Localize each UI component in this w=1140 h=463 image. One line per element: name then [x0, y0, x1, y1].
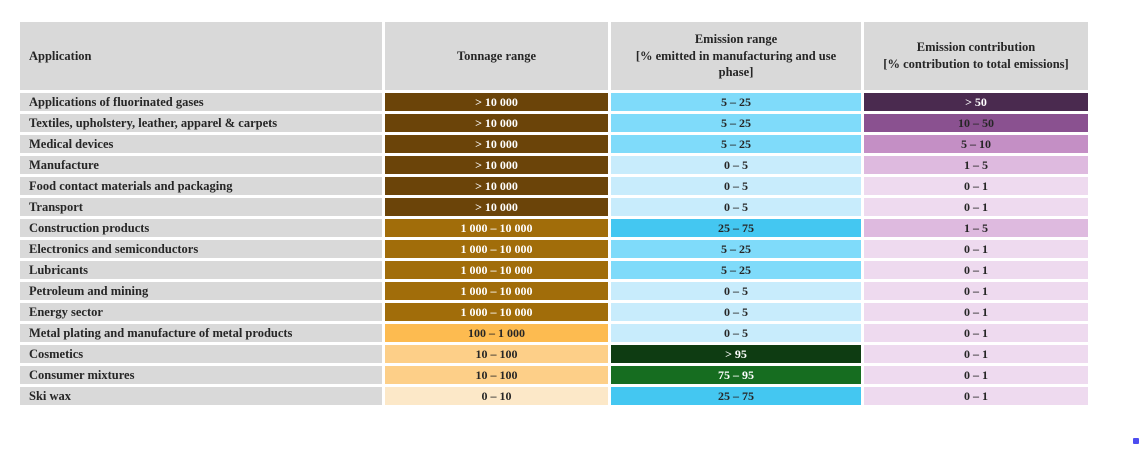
application-cell: Ski wax	[20, 387, 382, 405]
tonnage-cell: 100 – 1 000	[385, 324, 608, 342]
emission-cell: 25 – 75	[611, 387, 861, 405]
emissions-table: Application Tonnage range Emission range…	[17, 19, 1091, 408]
tonnage-cell: 0 – 10	[385, 387, 608, 405]
table-row: Medical devices > 10 000 5 – 25 5 – 10	[20, 135, 1088, 153]
application-cell: Metal plating and manufacture of metal p…	[20, 324, 382, 342]
contribution-cell: 0 – 1	[864, 198, 1088, 216]
emission-cell: 5 – 25	[611, 93, 861, 111]
table-body: Applications of fluorinated gases > 10 00…	[20, 93, 1088, 405]
contribution-cell: 0 – 1	[864, 387, 1088, 405]
table-row: Ski wax 0 – 10 25 – 75 0 – 1	[20, 387, 1088, 405]
application-cell: Transport	[20, 198, 382, 216]
application-cell: Food contact materials and packaging	[20, 177, 382, 195]
table-row: Cosmetics 10 – 100 > 95 0 – 1	[20, 345, 1088, 363]
table-wrapper: Application Tonnage range Emission range…	[17, 19, 1091, 408]
contribution-cell: 0 – 1	[864, 345, 1088, 363]
application-cell: Consumer mixtures	[20, 366, 382, 384]
tonnage-cell: > 10 000	[385, 156, 608, 174]
application-cell: Construction products	[20, 219, 382, 237]
tonnage-cell: 1 000 – 10 000	[385, 303, 608, 321]
emission-cell: 5 – 25	[611, 114, 861, 132]
emission-cell: 5 – 25	[611, 240, 861, 258]
emission-cell: 0 – 5	[611, 324, 861, 342]
application-cell: Medical devices	[20, 135, 382, 153]
table-row: Lubricants 1 000 – 10 000 5 – 25 0 – 1	[20, 261, 1088, 279]
column-header-application: Application	[20, 22, 382, 90]
contribution-cell: 0 – 1	[864, 303, 1088, 321]
emission-cell: > 95	[611, 345, 861, 363]
column-header-emission-contribution: Emission contribution [% contribution to…	[864, 22, 1088, 90]
tonnage-cell: > 10 000	[385, 177, 608, 195]
contribution-cell: 5 – 10	[864, 135, 1088, 153]
contribution-cell: 0 – 1	[864, 282, 1088, 300]
application-cell: Textiles, upholstery, leather, apparel &…	[20, 114, 382, 132]
application-cell: Applications of fluorinated gases	[20, 93, 382, 111]
header-row: Application Tonnage range Emission range…	[20, 22, 1088, 90]
application-cell: Manufacture	[20, 156, 382, 174]
emission-cell: 5 – 25	[611, 261, 861, 279]
application-cell: Energy sector	[20, 303, 382, 321]
contribution-cell: 0 – 1	[864, 366, 1088, 384]
emission-cell: 0 – 5	[611, 282, 861, 300]
contribution-cell: 10 – 50	[864, 114, 1088, 132]
tonnage-cell: > 10 000	[385, 198, 608, 216]
tonnage-cell: 10 – 100	[385, 345, 608, 363]
table-row: Metal plating and manufacture of metal p…	[20, 324, 1088, 342]
application-cell: Petroleum and mining	[20, 282, 382, 300]
emission-cell: 0 – 5	[611, 177, 861, 195]
tonnage-cell: 1 000 – 10 000	[385, 219, 608, 237]
emission-cell: 5 – 25	[611, 135, 861, 153]
contribution-cell: 1 – 5	[864, 156, 1088, 174]
tonnage-cell: > 10 000	[385, 114, 608, 132]
emission-cell: 25 – 75	[611, 219, 861, 237]
table-row: Textiles, upholstery, leather, apparel &…	[20, 114, 1088, 132]
tonnage-cell: 1 000 – 10 000	[385, 282, 608, 300]
stray-cursor-dot	[1133, 438, 1139, 444]
table-row: Food contact materials and packaging > 10…	[20, 177, 1088, 195]
tonnage-cell: 1 000 – 10 000	[385, 240, 608, 258]
contribution-cell: > 50	[864, 93, 1088, 111]
table-row: Construction products 1 000 – 10 000 25 – …	[20, 219, 1088, 237]
emission-cell: 0 – 5	[611, 303, 861, 321]
application-cell: Electronics and semiconductors	[20, 240, 382, 258]
column-header-emission-range: Emission range [% emitted in manufacturi…	[611, 22, 861, 90]
contribution-cell: 1 – 5	[864, 219, 1088, 237]
application-cell: Lubricants	[20, 261, 382, 279]
application-cell: Cosmetics	[20, 345, 382, 363]
contribution-cell: 0 – 1	[864, 324, 1088, 342]
table-row: Applications of fluorinated gases > 10 00…	[20, 93, 1088, 111]
column-header-tonnage-range: Tonnage range	[385, 22, 608, 90]
contribution-cell: 0 – 1	[864, 261, 1088, 279]
tonnage-cell: > 10 000	[385, 135, 608, 153]
tonnage-cell: > 10 000	[385, 93, 608, 111]
contribution-cell: 0 – 1	[864, 240, 1088, 258]
table-row: Electronics and semiconductors 1 000 – 10…	[20, 240, 1088, 258]
tonnage-cell: 1 000 – 10 000	[385, 261, 608, 279]
emission-cell: 75 – 95	[611, 366, 861, 384]
contribution-cell: 0 – 1	[864, 177, 1088, 195]
emission-cell: 0 – 5	[611, 156, 861, 174]
tonnage-cell: 10 – 100	[385, 366, 608, 384]
table-row: Consumer mixtures 10 – 100 75 – 95 0 – 1	[20, 366, 1088, 384]
emission-cell: 0 – 5	[611, 198, 861, 216]
